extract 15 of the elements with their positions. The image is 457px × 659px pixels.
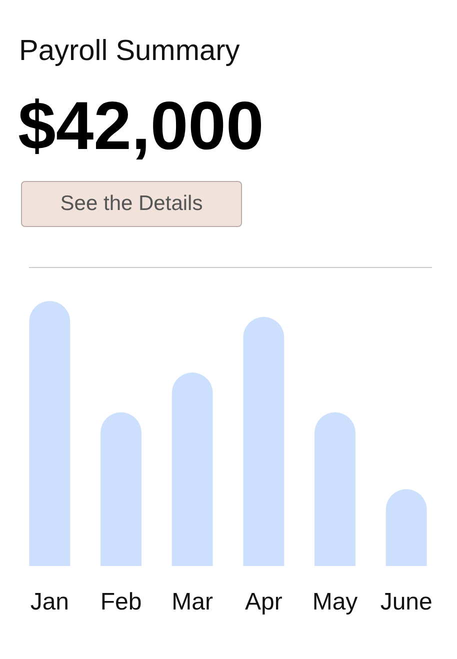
bar [29, 301, 70, 566]
bar [243, 316, 284, 566]
bar [100, 412, 142, 566]
x-tick-label: May [312, 588, 358, 616]
details-button[interactable]: See the Details [21, 181, 242, 227]
bar [314, 412, 356, 566]
x-tick-label: June [380, 588, 432, 616]
x-tick-label: Mar [172, 588, 214, 616]
x-tick-label: Feb [100, 588, 142, 616]
x-tick-label: Jan [30, 588, 70, 616]
x-tick-label: Apr [244, 588, 282, 616]
chart-title: Payroll Summary [19, 35, 240, 67]
bar [386, 489, 427, 566]
chart-subtitle: $42,000 [18, 88, 264, 164]
bar [172, 372, 213, 566]
